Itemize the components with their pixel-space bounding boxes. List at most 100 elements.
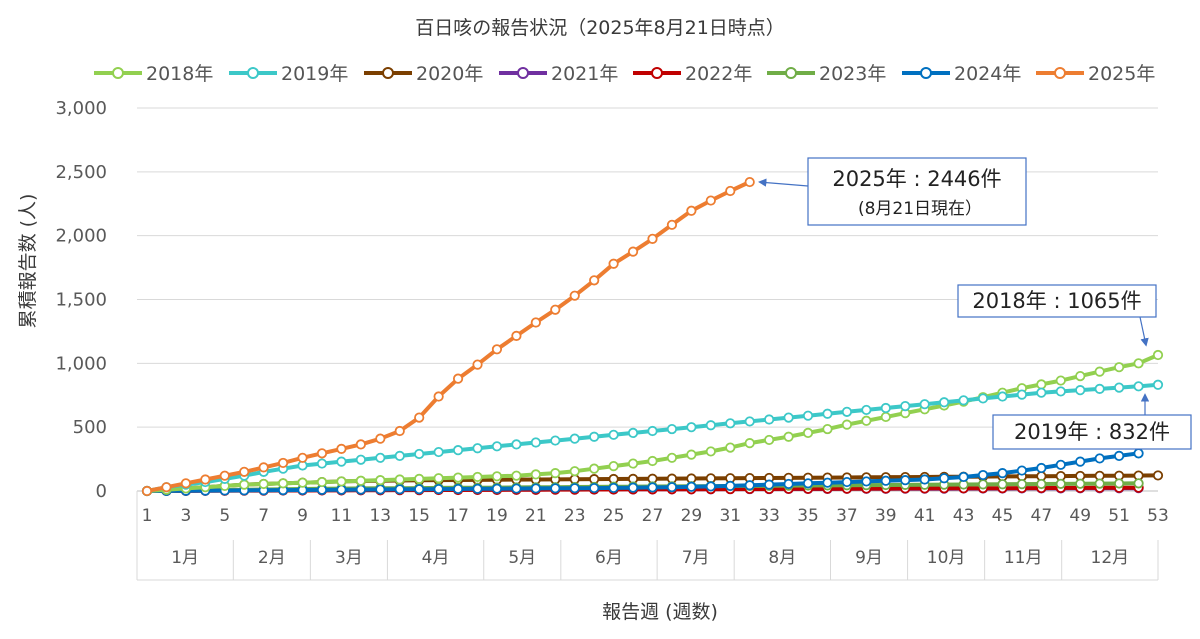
data-point xyxy=(472,471,483,483)
data-point xyxy=(511,483,522,494)
data-point xyxy=(1075,370,1086,382)
data-point xyxy=(977,469,989,481)
legend-label: 2019年 xyxy=(281,63,348,85)
x-tick-label: 33 xyxy=(758,506,780,526)
data-point xyxy=(277,457,289,469)
data-point xyxy=(977,479,989,490)
x-tick-label: 53 xyxy=(1147,506,1169,526)
data-point xyxy=(277,478,289,489)
y-tick-label: 1,000 xyxy=(55,353,107,374)
legend-label: 2025年 xyxy=(1088,63,1155,85)
data-point xyxy=(861,476,872,487)
data-point xyxy=(1133,478,1144,489)
data-point xyxy=(958,471,969,483)
month-label: 10月 xyxy=(927,548,966,568)
data-point xyxy=(705,195,716,206)
data-point xyxy=(900,475,911,486)
y-tick-label: 1,500 xyxy=(55,290,107,311)
month-label: 7月 xyxy=(682,548,710,568)
data-point xyxy=(569,466,580,477)
data-point xyxy=(939,397,950,408)
data-point xyxy=(919,474,930,485)
data-point xyxy=(530,317,541,328)
data-point xyxy=(258,462,269,473)
data-point xyxy=(239,466,250,477)
data-point xyxy=(491,483,503,494)
x-tick-label: 51 xyxy=(1108,506,1130,526)
data-point xyxy=(841,406,853,417)
data-point xyxy=(822,408,833,419)
data-point xyxy=(394,425,405,437)
data-point xyxy=(861,415,872,426)
month-label: 8月 xyxy=(768,548,796,568)
data-point xyxy=(1133,448,1144,459)
data-point xyxy=(141,485,153,497)
data-point xyxy=(764,479,775,490)
data-point xyxy=(608,461,619,472)
data-point xyxy=(491,344,503,355)
series-2025年 xyxy=(141,176,755,497)
data-point xyxy=(589,482,600,494)
month-label: 6月 xyxy=(595,548,623,568)
data-point xyxy=(530,437,541,448)
data-point xyxy=(414,448,425,460)
data-point xyxy=(841,419,853,430)
x-axis-label: 報告週 (週数) xyxy=(602,601,718,623)
data-point xyxy=(861,404,872,416)
data-point xyxy=(355,484,366,495)
y-tick-label: 0 xyxy=(96,481,107,502)
data-point xyxy=(686,449,697,460)
legend-label: 2021年 xyxy=(551,63,618,85)
data-point xyxy=(355,454,366,465)
legend-marker xyxy=(785,67,797,79)
data-point xyxy=(666,423,678,435)
data-point xyxy=(433,391,444,402)
data-point xyxy=(297,452,308,463)
x-tick-label: 19 xyxy=(486,506,508,526)
data-point xyxy=(647,482,658,493)
x-tick-label: 23 xyxy=(564,506,586,526)
x-tick-label: 49 xyxy=(1069,506,1091,526)
data-point xyxy=(802,478,814,489)
data-point xyxy=(589,275,600,286)
month-label: 11月 xyxy=(1004,548,1043,568)
data-point xyxy=(880,475,891,486)
legend-label: 2022年 xyxy=(685,63,752,85)
x-tick-label: 25 xyxy=(603,506,625,526)
y-tick-label: 3,000 xyxy=(55,98,107,119)
data-point xyxy=(452,373,464,384)
month-label: 2月 xyxy=(258,548,286,568)
series-line xyxy=(146,180,751,493)
data-point xyxy=(1152,349,1164,361)
annotation-label: 2018年 : 1065件 xyxy=(972,289,1141,313)
x-tick-label: 17 xyxy=(447,506,469,526)
annotation-arrow xyxy=(1139,316,1149,347)
data-point xyxy=(880,411,891,423)
data-point xyxy=(161,482,172,493)
y-axis-label: 累積報告数 (人) xyxy=(17,194,39,329)
legend-marker xyxy=(112,67,124,79)
data-point xyxy=(550,468,561,479)
data-point xyxy=(180,478,191,489)
data-point xyxy=(491,441,503,452)
data-point xyxy=(1016,389,1028,400)
data-point xyxy=(1094,366,1105,377)
data-point xyxy=(627,458,639,469)
legend-label: 2023年 xyxy=(819,63,886,85)
data-point xyxy=(414,412,425,423)
month-label: 12月 xyxy=(1091,548,1130,568)
data-point xyxy=(608,429,619,440)
data-point xyxy=(744,416,755,427)
data-point xyxy=(841,476,853,488)
annotation-sublabel: (8月21日現在） xyxy=(858,199,982,219)
data-point xyxy=(1036,462,1047,474)
data-point xyxy=(258,478,269,490)
data-point xyxy=(880,402,891,414)
data-point xyxy=(997,479,1008,490)
data-point xyxy=(705,446,716,457)
data-point xyxy=(627,246,639,257)
data-point xyxy=(1075,456,1086,467)
annotation-arrow xyxy=(758,178,809,187)
data-point xyxy=(725,418,736,429)
